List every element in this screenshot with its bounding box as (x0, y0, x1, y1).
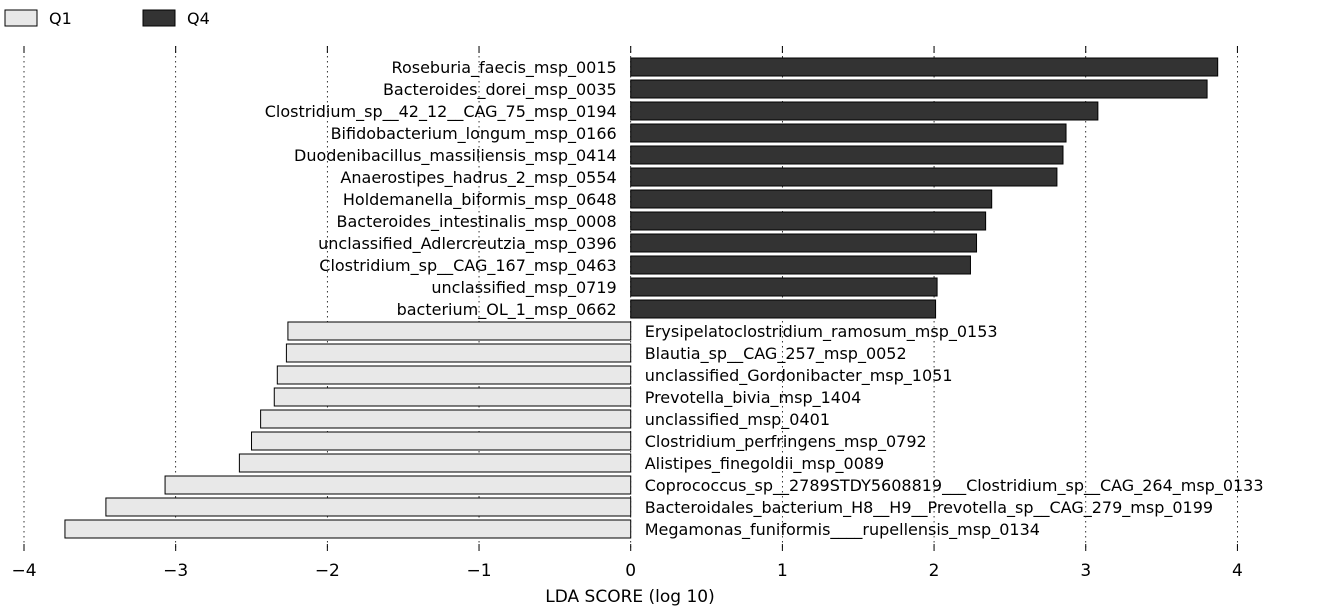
bar-label: Bacteroidales_bacterium_H8__H9__Prevotel… (645, 498, 1213, 518)
bar-q4 (630, 189, 993, 209)
x-tick-label: −4 (11, 561, 36, 581)
bar-label: Blautia_sp__CAG_257_msp_0052 (645, 344, 907, 364)
bar-q1 (238, 453, 632, 473)
bar-label: Prevotella_bivia_msp_1404 (645, 388, 862, 408)
bar-label: Clostridium_sp__CAG_167_msp_0463 (319, 256, 616, 276)
bar-q4 (630, 101, 1099, 121)
x-tick-label: 3 (1080, 561, 1091, 581)
bar-label: bacterium_OL_1_msp_0662 (397, 300, 617, 320)
bar-label: Clostridium_sp__42_12__CAG_75_msp_0194 (265, 102, 617, 122)
bar-label: Bacteroides_intestinalis_msp_0008 (336, 212, 616, 232)
bar-q1 (287, 321, 632, 341)
bar-q4 (630, 277, 938, 297)
x-tick-label: 1 (777, 561, 788, 581)
bars (64, 57, 1219, 539)
bar-q4 (630, 211, 987, 231)
bar-label: Coprococcus_sp__2789STDY5608819___Clostr… (645, 476, 1264, 496)
legend-swatch-q1 (4, 9, 38, 27)
bar-q4 (630, 79, 1208, 99)
bar-label: unclassified_Gordonibacter_msp_1051 (645, 366, 953, 386)
bar-q4 (630, 299, 937, 319)
bar-q4 (630, 233, 978, 253)
bar-q4 (630, 145, 1064, 165)
x-tick-label: 4 (1232, 561, 1243, 581)
x-axis-label: LDA SCORE (log 10) (545, 587, 715, 607)
bar-labels: Roseburia_faecis_msp_0015Bacteroides_dor… (265, 58, 1264, 540)
x-tick-label: 2 (929, 561, 940, 581)
bar-q1 (276, 365, 632, 385)
bar-q4 (630, 255, 971, 275)
x-axis: −4 −3 −2 −1 0 1 2 3 4 (11, 46, 1243, 581)
bar-label: Megamonas_funiformis____rupellensis_msp_… (645, 520, 1040, 540)
bar-label: unclassified_msp_0401 (645, 410, 830, 430)
bar-q1 (105, 497, 632, 517)
bar-label: unclassified_Adlercreutzia_msp_0396 (318, 234, 617, 254)
legend-swatch-q4 (142, 9, 176, 27)
bar-label: Roseburia_faecis_msp_0015 (392, 58, 617, 78)
legend: Q1 Q4 (4, 9, 210, 28)
bar-q4 (630, 167, 1058, 187)
bar-q1 (64, 519, 632, 539)
bar-q4 (630, 57, 1219, 77)
bar-q1 (164, 475, 632, 495)
bar-label: Alistipes_finegoldii_msp_0089 (645, 454, 885, 474)
bar-label: Duodenibacillus_massiliensis_msp_0414 (294, 146, 617, 166)
legend-label-q1: Q1 (49, 9, 72, 28)
legend-label-q4: Q4 (187, 9, 210, 28)
bar-label: Bifidobacterium_longum_msp_0166 (331, 124, 617, 144)
x-tick-label: −1 (466, 561, 491, 581)
bar-q1 (260, 409, 632, 429)
bar-label: unclassified_msp_0719 (431, 278, 616, 298)
x-tick-label: −2 (315, 561, 340, 581)
bar-q1 (273, 387, 632, 407)
bar-q1 (251, 431, 632, 451)
x-tick-label: 0 (625, 561, 636, 581)
bar-label: Bacteroides_dorei_msp_0035 (383, 80, 617, 100)
bar-q1 (285, 343, 632, 363)
x-tick-label: −3 (163, 561, 188, 581)
bar-label: Anaerostipes_hadrus_2_msp_0554 (340, 168, 616, 188)
bar-q4 (630, 123, 1067, 143)
bar-label: Erysipelatoclostridium_ramosum_msp_0153 (645, 322, 998, 342)
bar-label: Clostridium_perfringens_msp_0792 (645, 432, 927, 452)
bar-label: Holdemanella_biformis_msp_0648 (343, 190, 617, 210)
